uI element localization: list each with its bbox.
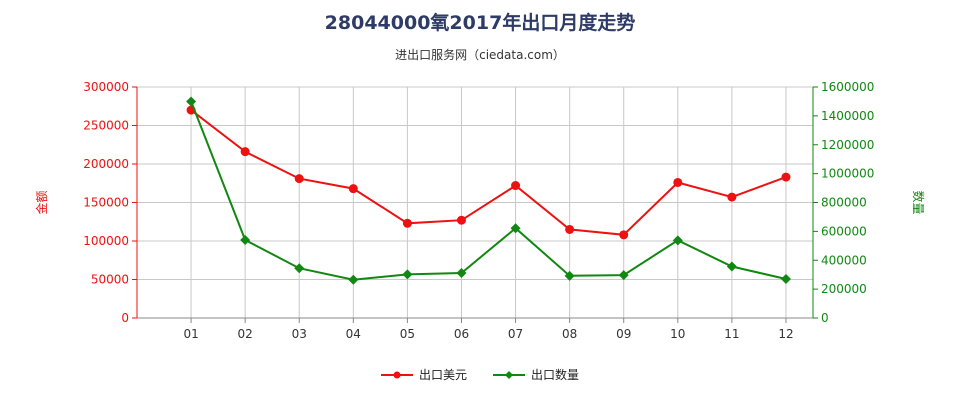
tick-label-right: 200000 bbox=[821, 282, 867, 296]
data-point-amount bbox=[402, 218, 412, 228]
tick-label-x: 11 bbox=[724, 327, 739, 341]
legend-item-quantity[interactable]: 出口数量 bbox=[493, 366, 579, 383]
tick-label-right: 800000 bbox=[821, 196, 867, 210]
data-point-quantity bbox=[186, 96, 197, 107]
tick-label-x: 05 bbox=[400, 327, 415, 341]
tick-label-x: 01 bbox=[183, 327, 198, 341]
tick-label-x: 08 bbox=[562, 327, 577, 341]
legend: 出口美元 出口数量 bbox=[0, 366, 960, 383]
data-point-quantity bbox=[294, 263, 305, 274]
tick-label-left: 250000 bbox=[83, 119, 129, 133]
tick-label-right: 1400000 bbox=[821, 109, 874, 123]
data-point-quantity bbox=[348, 274, 359, 285]
tick-label-right: 400000 bbox=[821, 253, 867, 267]
data-point-amount bbox=[348, 184, 358, 194]
data-point-quantity bbox=[618, 270, 629, 281]
tick-label-x: 04 bbox=[346, 327, 361, 341]
chart-subtitle: 进出口服务网（ciedata.com） bbox=[395, 48, 565, 62]
tick-label-x: 07 bbox=[508, 327, 523, 341]
chart-title: 28044000氧2017年出口月度走势 bbox=[324, 12, 636, 34]
data-point-amount bbox=[456, 215, 466, 225]
tick-label-x: 10 bbox=[670, 327, 685, 341]
legend-item-amount[interactable]: 出口美元 bbox=[380, 366, 467, 383]
data-point-quantity bbox=[564, 270, 575, 281]
tick-label-x: 02 bbox=[238, 327, 253, 341]
data-point-quantity bbox=[402, 269, 413, 280]
tick-label-x: 06 bbox=[454, 327, 469, 341]
data-point-amount bbox=[781, 172, 791, 182]
tick-label-right: 1600000 bbox=[821, 80, 874, 94]
data-point-amount bbox=[727, 192, 737, 202]
data-point-quantity bbox=[510, 223, 521, 234]
data-point-amount bbox=[673, 177, 683, 187]
data-point-quantity bbox=[726, 261, 737, 272]
data-point-quantity bbox=[780, 274, 791, 285]
series-line-quantity bbox=[190, 101, 787, 281]
data-point-quantity bbox=[456, 267, 467, 278]
tick-label-right: 600000 bbox=[821, 224, 867, 238]
tick-label-right: 1200000 bbox=[821, 138, 874, 152]
tick-label-right: 1000000 bbox=[821, 167, 874, 181]
data-point-amount bbox=[565, 224, 575, 234]
tick-label-x: 12 bbox=[778, 327, 793, 341]
tick-label-x: 03 bbox=[292, 327, 307, 341]
tick-label-x: 09 bbox=[616, 327, 631, 341]
tick-label-left: 300000 bbox=[83, 80, 129, 94]
axis-title-right: 数量 bbox=[911, 190, 926, 214]
legend-quantity-swatch bbox=[493, 370, 525, 379]
data-point-amount bbox=[619, 230, 629, 240]
data-point-amount bbox=[511, 181, 521, 191]
series-line-amount bbox=[190, 109, 787, 236]
tick-label-left: 50000 bbox=[91, 273, 129, 287]
data-point-quantity bbox=[672, 235, 683, 246]
tick-label-left: 0 bbox=[121, 311, 129, 325]
legend-label-amount: 出口美元 bbox=[418, 368, 467, 382]
data-point-quantity bbox=[240, 235, 251, 246]
tick-label-right: 0 bbox=[821, 311, 829, 325]
legend-label-quantity: 出口数量 bbox=[531, 368, 580, 382]
legend-amount-swatch bbox=[380, 371, 413, 378]
axis-title-left: 金额 bbox=[34, 190, 49, 214]
tick-label-left: 100000 bbox=[83, 234, 129, 248]
tick-label-left: 200000 bbox=[83, 157, 129, 171]
data-point-amount bbox=[240, 147, 250, 157]
data-point-amount bbox=[294, 174, 304, 184]
tick-label-left: 150000 bbox=[83, 196, 129, 210]
